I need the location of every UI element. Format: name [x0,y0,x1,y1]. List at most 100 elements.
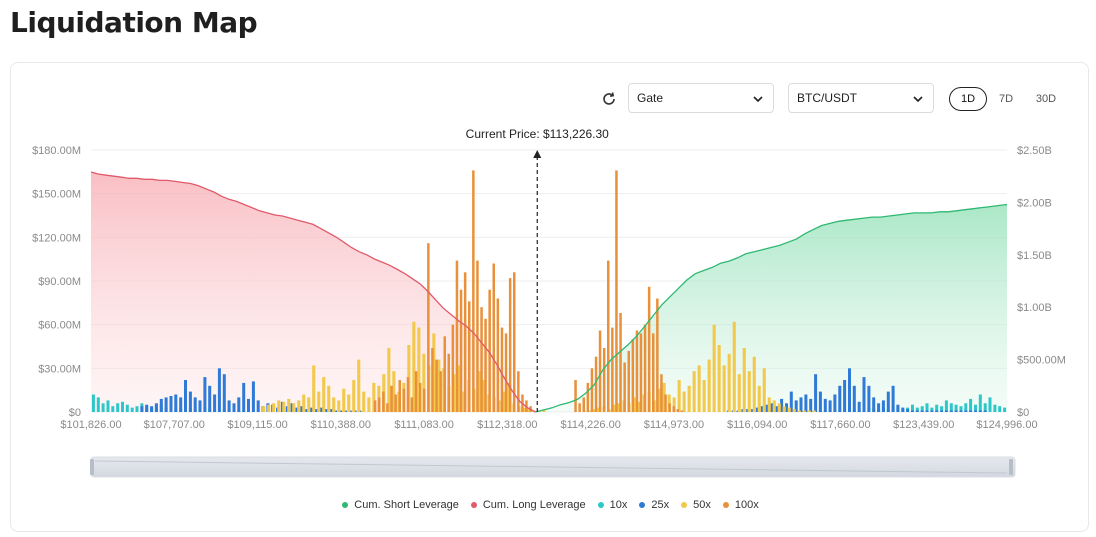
bar-50x [772,400,776,412]
bar-100x [423,388,426,412]
range-slider-handle-left [90,459,94,475]
bar-50x [637,401,641,412]
chart-legend: Cum. Short Leverage Cum. Long Leverage 10x… [11,499,1090,511]
bar-50x [747,371,751,412]
legend-item[interactable]: Cum. Short Leverage [342,499,459,511]
bar-25x [193,397,197,412]
refresh-button[interactable] [599,89,619,109]
bar-50x [477,371,481,412]
bar-100x [643,324,647,412]
bar-50x [792,409,796,412]
bar-100x [664,394,667,412]
bar-100x [598,330,602,412]
bar-25x [954,410,958,412]
x-tick-label: $112,318.00 [477,419,537,431]
bar-100x [439,371,442,412]
bar-50x [697,365,701,412]
cumulative-areas [91,172,1007,412]
bar-50x [662,382,666,412]
range-slider[interactable] [90,456,1016,478]
bar-25x [915,410,919,412]
bar-25x [809,398,813,412]
bar-50x [302,394,306,412]
bar-25x [290,403,294,412]
legend-label: 25x [651,499,670,511]
bar-50x [277,400,281,412]
bar-100x [647,286,651,412]
bar-100x [586,382,590,412]
legend-dot [470,502,477,508]
bar-100x [455,260,459,412]
x-tick-label: $101,826.00 [60,419,121,431]
bar-50x [722,365,726,412]
pair-select[interactable]: BTC/USDT [788,83,934,113]
bar-10x [964,403,968,412]
bar-100x [373,400,377,412]
bar-100x [414,371,418,412]
x-tick-label: $114,973.00 [644,419,704,431]
bar-100x [476,260,479,412]
tab-30d[interactable]: 30D [1035,93,1057,105]
bar-50x [807,410,811,412]
bar-25x [925,410,929,412]
legend-dot [639,502,646,508]
y-left-tick-label: $30.00M [38,363,81,375]
bar-10x [911,404,914,412]
exchange-select[interactable]: Gate [628,83,774,113]
bar-100x [459,289,463,412]
bar-10x [983,403,987,412]
bar-25x [794,400,798,412]
bar-25x [755,407,759,412]
y-left-tick-label: $0 [69,407,81,419]
bar-10x [978,394,982,412]
tab-1d[interactable]: 1D [949,87,987,111]
bar-100x [480,307,483,412]
cumulative-lines [90,171,1008,413]
bar-10x [920,406,924,412]
bar-25x [222,374,226,412]
legend-item[interactable]: 100x [722,499,759,511]
legend-item[interactable]: 50x [681,499,711,511]
legend-item[interactable]: 10x [597,499,627,511]
bar-25x [906,409,910,412]
bar-50x [677,380,681,412]
bar-100x [500,327,504,412]
x-tick-label: $123,439.00 [893,419,954,431]
bar-10x [116,403,120,412]
bar-50x [267,404,271,412]
bar-25x [886,391,890,412]
legend-label: Cum. Long Leverage [482,499,586,511]
bar-25x [150,406,154,412]
bar-100x [431,348,434,412]
bar-50x [332,397,336,412]
legend-item[interactable]: 25x [639,499,669,511]
bar-50x [762,368,766,412]
bar-25x [310,407,313,412]
bar-25x [804,394,808,412]
bar-50x [702,380,706,412]
bar-100x [590,368,594,412]
bar-25x [169,396,173,412]
legend-item[interactable]: Cum. Long Leverage [470,499,586,511]
bar-50x [292,403,296,412]
bar-50x [682,391,686,412]
bar-10x [125,404,129,412]
bar-50x [797,410,801,412]
bar-100x [578,403,581,412]
bar-100x [517,371,520,412]
current-price-label: Current Price: $113,226.30 [466,127,610,141]
bar-25x [978,410,982,412]
bar-50x [412,321,416,412]
bar-100x [492,263,495,412]
tab-7d[interactable]: 7D [998,93,1014,105]
bar-50x [712,324,716,412]
y-left-tick-label: $180.00M [32,145,81,157]
bar-50x [657,388,661,412]
cum-short-area [535,204,1007,412]
bar-50x [367,397,371,412]
bar-10x [1003,407,1007,412]
bar-100x [602,348,606,412]
bar-25x [256,400,260,412]
bar-25x [930,410,934,412]
bar-50x [612,404,616,412]
